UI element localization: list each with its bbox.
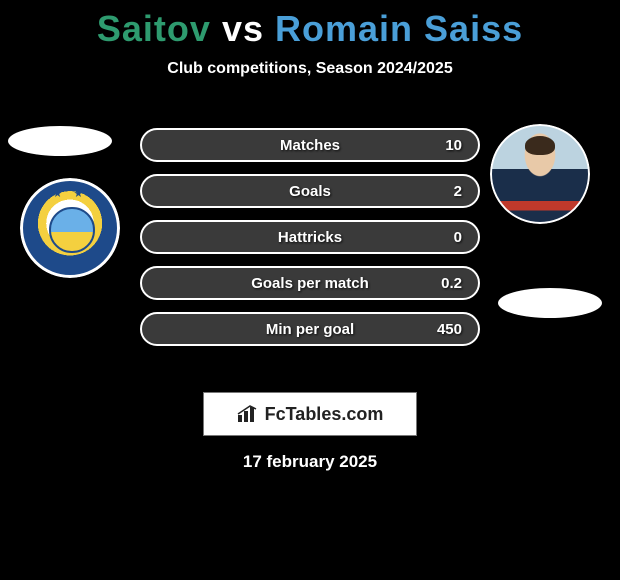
left-shadow-ellipse [8, 126, 112, 156]
stat-value-right: 450 [422, 321, 462, 338]
player1-name: Saitov [97, 8, 211, 49]
comparison-body: Matches 10 Goals 2 Hattricks 0 Goals per match… [0, 108, 620, 368]
brand-text: FcTables.com [265, 404, 384, 425]
season-subtitle: Club competitions, Season 2024/2025 [0, 60, 620, 78]
player2-name: Romain Saiss [275, 8, 523, 49]
stat-row: Min per goal 450 [140, 312, 480, 346]
stat-label: Goals per match [251, 275, 369, 292]
club-crest-left [20, 178, 120, 278]
stat-value-right: 0 [422, 229, 462, 246]
player-photo-right [490, 124, 590, 224]
stat-label: Min per goal [266, 321, 354, 338]
player-photo-icon [490, 124, 590, 224]
stat-row: Goals per match 0.2 [140, 266, 480, 300]
stat-label: Matches [280, 137, 340, 154]
bar-chart-icon [237, 405, 259, 423]
stat-value-right: 10 [422, 137, 462, 154]
comparison-title: Saitov vs Romain Saiss [0, 0, 620, 50]
snapshot-date: 17 february 2025 [0, 452, 620, 472]
pakhtakor-crest-icon [20, 178, 120, 278]
stat-row: Matches 10 [140, 128, 480, 162]
stat-row: Goals 2 [140, 174, 480, 208]
brand-box: FcTables.com [203, 392, 417, 436]
vs-text: vs [222, 8, 264, 49]
stat-label: Hattricks [278, 229, 342, 246]
stat-row: Hattricks 0 [140, 220, 480, 254]
stat-value-right: 2 [422, 183, 462, 200]
stat-label: Goals [289, 183, 331, 200]
right-shadow-ellipse [498, 288, 602, 318]
stat-rows: Matches 10 Goals 2 Hattricks 0 Goals per match… [140, 128, 480, 358]
stat-value-right: 0.2 [422, 275, 462, 292]
